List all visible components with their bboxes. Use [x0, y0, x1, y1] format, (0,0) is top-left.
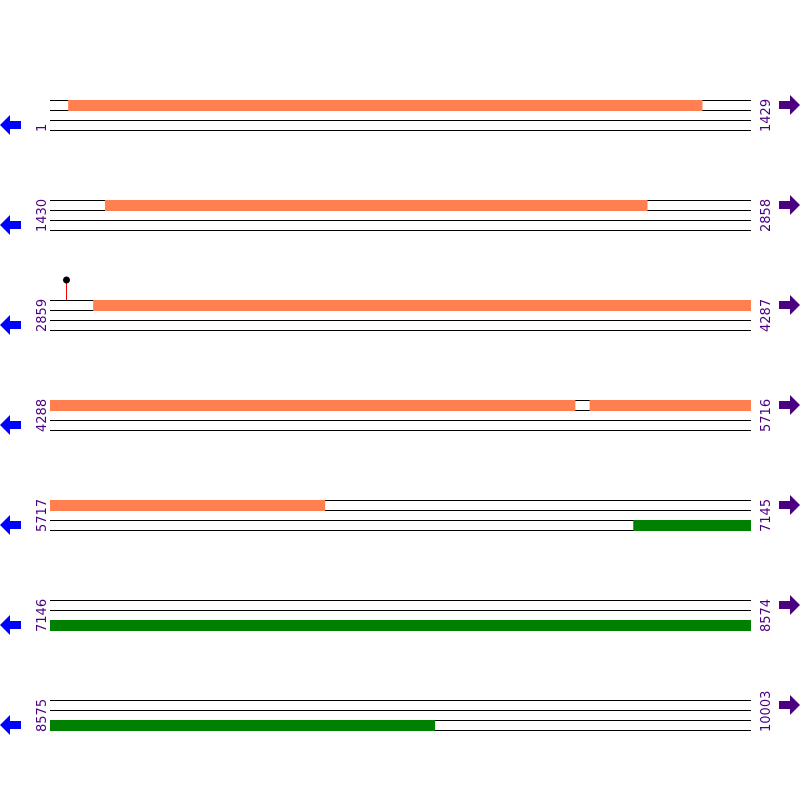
row-end-label: 2858	[759, 199, 774, 232]
row-start-label: 1	[35, 124, 50, 132]
arrow-right-icon[interactable]	[779, 295, 800, 315]
orf-bar[interactable]	[50, 400, 576, 411]
row-start-label: 7146	[35, 599, 50, 632]
marker-head[interactable]	[63, 276, 70, 284]
arrow-right-icon[interactable]	[779, 395, 800, 415]
row-start-label: 5717	[35, 499, 50, 532]
arrow-right-icon[interactable]	[779, 595, 800, 615]
orf-bar[interactable]	[50, 720, 436, 731]
row-start-label: 2859	[35, 299, 50, 332]
orf-bar[interactable]	[104, 200, 648, 211]
orf-bar[interactable]	[93, 300, 752, 311]
row-start-label: 8575	[35, 699, 50, 732]
arrow-left-icon[interactable]	[0, 215, 21, 235]
orf-bar[interactable]	[68, 100, 703, 111]
arrow-right-icon[interactable]	[779, 95, 800, 115]
row-end-label: 1429	[759, 99, 774, 132]
arrow-left-icon[interactable]	[0, 415, 21, 435]
orf-bar[interactable]	[50, 500, 326, 511]
arrow-left-icon[interactable]	[0, 615, 21, 635]
row-end-label: 4287	[759, 299, 774, 332]
orf-bar[interactable]	[50, 620, 751, 631]
arrow-right-icon[interactable]	[779, 695, 800, 715]
row-end-label: 5716	[759, 399, 774, 432]
row-start-label: 4288	[35, 399, 50, 432]
arrow-right-icon[interactable]	[779, 495, 800, 515]
orf-bar[interactable]	[633, 520, 751, 531]
row-end-label: 7145	[759, 499, 774, 532]
row-end-label: 8574	[759, 599, 774, 632]
arrow-left-icon[interactable]	[0, 515, 21, 535]
row-start-label: 1430	[35, 199, 50, 232]
arrow-left-icon[interactable]	[0, 715, 21, 735]
orf-bar[interactable]	[589, 400, 751, 411]
arrow-left-icon[interactable]	[0, 315, 21, 335]
arrow-right-icon[interactable]	[779, 195, 800, 215]
row-end-label: 10003	[759, 691, 774, 732]
arrow-left-icon[interactable]	[0, 115, 21, 135]
